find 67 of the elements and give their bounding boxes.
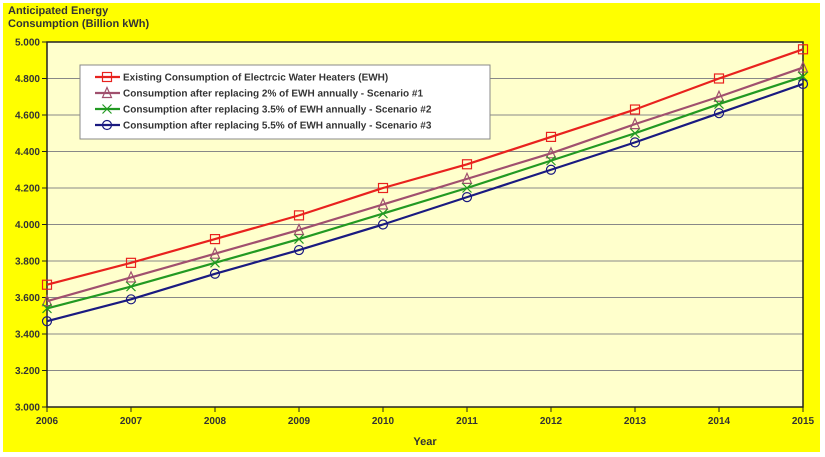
- y-tick-label: 3.400: [14, 330, 40, 340]
- y-tick-label: 3.800: [14, 256, 40, 268]
- point: [630, 104, 640, 115]
- y-tick-label: 3.000: [14, 402, 40, 414]
- point: [714, 90, 724, 102]
- point: [294, 244, 304, 256]
- point: [546, 147, 556, 158]
- point: [462, 192, 472, 202]
- point: [210, 234, 220, 244]
- x-axis-title: Year: [413, 436, 438, 448]
- legend-label: Consumption after replacing 5.5% of EWH annually - Scenario #3: [123, 120, 432, 132]
- point: [798, 78, 808, 90]
- point: [210, 268, 220, 279]
- y-axis-title: Anticipated Energy Consumption (Billion kWh): [8, 5, 150, 30]
- point: [546, 156, 556, 166]
- point: [126, 271, 136, 283]
- point: [126, 294, 136, 304]
- y-tick-label: 4.400: [14, 147, 40, 158]
- point: [798, 61, 808, 73]
- point: [462, 172, 472, 184]
- point: [378, 198, 388, 210]
- y-tick-label: 5.000: [14, 38, 40, 48]
- x-tick-label: 2011: [456, 416, 478, 427]
- y-tick-label: 4.800: [14, 74, 40, 85]
- point: [630, 118, 640, 130]
- legend-label: Consumption after replacing 3.5% of EWH annually - Scenario #2: [123, 104, 432, 116]
- x-tick-label: 2013: [624, 416, 647, 427]
- x-tick-label: 2009: [288, 416, 311, 427]
- point: [714, 108, 724, 118]
- y-tick-label: 4.200: [14, 184, 40, 194]
- point: [462, 159, 472, 170]
- point: [630, 128, 640, 138]
- x-tick-label: 2012: [540, 416, 563, 427]
- point: [378, 208, 388, 219]
- point: [42, 303, 52, 314]
- y-tick-label: 3.200: [14, 366, 40, 377]
- x-tick-label: 2007: [120, 416, 143, 427]
- point: [42, 295, 52, 306]
- y-tick-label: 4.000: [14, 220, 40, 231]
- point: [630, 137, 640, 148]
- y-tick-label: 4.600: [14, 110, 40, 122]
- point: [714, 98, 724, 110]
- point: [126, 258, 136, 268]
- point: [798, 72, 808, 82]
- point: [294, 210, 304, 220]
- point: [42, 316, 52, 326]
- point: [42, 280, 52, 290]
- x-tick-label: 2015: [792, 416, 815, 427]
- point: [210, 248, 220, 259]
- legend-label: Consumption after replacing 2% of EWH annually - Scenario #1: [123, 88, 424, 100]
- x-tick-label: 2008: [204, 416, 227, 427]
- point: [798, 44, 808, 54]
- point: [378, 182, 388, 194]
- x-tick-label: 2014: [708, 416, 731, 427]
- point: [294, 224, 304, 236]
- point: [546, 164, 556, 175]
- x-tick-label: 2010: [372, 416, 395, 427]
- point: [210, 258, 220, 268]
- point: [378, 219, 388, 230]
- point: [462, 182, 472, 194]
- point: [126, 281, 136, 292]
- point: [546, 132, 556, 142]
- point: [294, 234, 304, 244]
- legend-label: Existing Consumption of Electrcic Water Heaters (EWH): [123, 72, 388, 84]
- x-tick-label: 2006: [36, 416, 59, 427]
- y-tick-label: 3.600: [14, 293, 40, 304]
- point: [714, 73, 724, 84]
